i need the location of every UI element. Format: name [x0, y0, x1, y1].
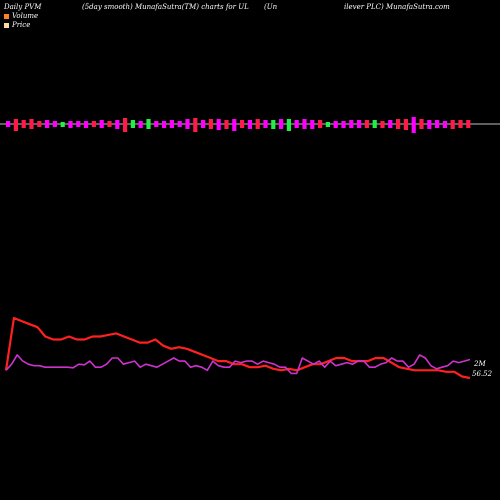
header-title-company-b: ilever PLC) MunafaSutra.com	[344, 3, 450, 11]
volume-bar	[216, 119, 221, 130]
volume-bar	[60, 122, 65, 127]
volume-value-label: 2M	[473, 360, 486, 368]
volume-bar	[91, 121, 96, 127]
volume-bar	[325, 122, 330, 127]
volume-bar	[201, 120, 206, 128]
volume-bar	[130, 120, 135, 128]
volume-bar	[13, 119, 18, 131]
legend-price: Price	[4, 21, 30, 29]
volume-bar	[419, 119, 424, 129]
volume-bar	[107, 121, 112, 127]
volume-bar	[123, 118, 128, 132]
volume-bar	[52, 121, 57, 127]
volume-bar	[318, 120, 323, 128]
volume-bar	[29, 119, 34, 129]
legend-price-label: Price	[12, 21, 31, 29]
legend-price-swatch	[4, 22, 9, 28]
volume-bar	[403, 119, 408, 130]
volume-bar	[208, 119, 213, 129]
volume-bar	[411, 117, 416, 133]
volume-bar	[247, 120, 252, 129]
volume-bar	[427, 120, 432, 129]
volume-bar	[380, 121, 385, 128]
volume-bar	[372, 120, 377, 128]
volume-bar	[232, 119, 237, 131]
volume-bar	[68, 121, 73, 128]
volume-bar	[458, 120, 463, 128]
volume-bar	[224, 120, 229, 129]
header-title-company-a: (Un	[264, 3, 278, 11]
volume-bar	[271, 120, 276, 129]
volume-bar	[99, 120, 104, 128]
price-line	[4, 316, 471, 380]
volume-bar	[435, 120, 440, 128]
volume-bar	[115, 120, 120, 129]
volume-bar	[255, 119, 260, 129]
volume-bar	[146, 119, 151, 129]
legend-volume-label: Volume	[12, 12, 39, 20]
volume-bar	[162, 121, 167, 128]
volume-bar	[450, 120, 455, 129]
volume-bar	[294, 120, 299, 128]
volume-bar	[193, 118, 198, 132]
volume-bar	[45, 120, 50, 128]
volume-bar	[341, 121, 346, 128]
volume-bar	[21, 120, 26, 128]
volume-bar	[396, 119, 401, 129]
legend-volume: Volume	[4, 12, 38, 20]
volume-bar	[442, 121, 447, 128]
volume-bar	[279, 119, 284, 129]
legend-volume-swatch	[4, 13, 9, 19]
volume-bar	[240, 120, 245, 128]
volume-line	[5, 354, 471, 375]
volume-bar	[169, 120, 174, 128]
volume-bar	[154, 121, 159, 127]
volume-bar	[6, 121, 11, 127]
header-title-left: Daily PVM	[4, 3, 42, 11]
price-value-label: 56.52	[472, 370, 493, 378]
volume-bar	[310, 120, 315, 129]
volume-bar	[357, 120, 362, 128]
volume-bar	[76, 121, 81, 127]
volume-bar	[286, 119, 291, 131]
volume-bar	[302, 119, 307, 129]
volume-bar	[37, 121, 42, 127]
volume-bar	[138, 121, 143, 128]
volume-bar	[263, 120, 268, 128]
volume-bar	[333, 121, 338, 128]
volume-bar	[185, 119, 190, 129]
volume-bar	[466, 120, 471, 128]
volume-bar	[349, 120, 354, 128]
volume-bar	[364, 120, 369, 128]
volume-bar	[84, 121, 89, 128]
volume-bar	[177, 121, 182, 127]
volume-bar	[388, 120, 393, 128]
header-title-center: (5day smooth) MunafaSutra(TM) charts for…	[82, 3, 249, 11]
